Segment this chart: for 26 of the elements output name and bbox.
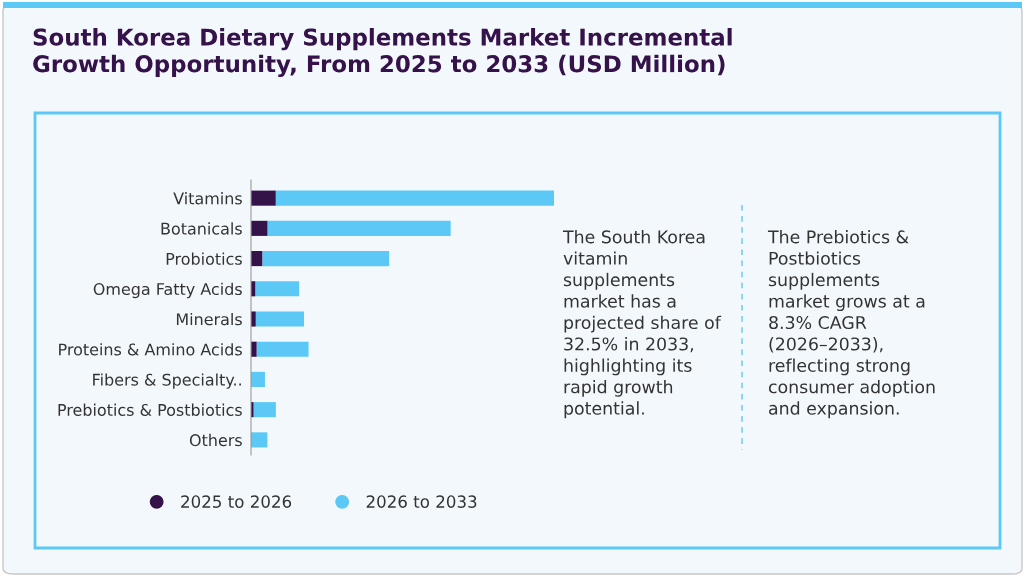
bar <box>253 402 276 418</box>
bar <box>251 251 263 267</box>
y-tick-label: Prebiotics & Postbiotics <box>58 403 242 416</box>
y-tick-label: Fibers & Specialty.. <box>93 373 241 389</box>
y-tick-label: Omega Fatty Acids <box>93 282 242 299</box>
bar <box>251 371 265 388</box>
y-tick-label: Probiotics <box>166 252 242 265</box>
y-tick-label: Proteins & Amino Acids <box>59 343 242 356</box>
legend-label: 2025 to 2026 <box>181 495 292 508</box>
bar <box>256 341 309 357</box>
bar <box>262 251 390 267</box>
bar <box>251 190 276 206</box>
y-tick-label: Botanicals <box>161 222 242 235</box>
text: The Prebiotics & Postbiotics supplements market grows at a 8.3% CAGR (2026–2033), reflecting strong consumer adoption and expansion. <box>767 230 935 419</box>
text: The South Korea vitamin supplements market has a projected share of 32.5% in 2033, highlighting its rapid growth potential. <box>562 230 722 419</box>
bar <box>255 311 305 327</box>
bar <box>251 432 268 448</box>
y-tick-label: Vitamins <box>173 192 242 205</box>
bar <box>255 281 300 297</box>
y-tick-label: Others <box>189 433 242 447</box>
chart-title: South Korea Dietary Supplements Market Incremental Growth Opportunity, From 2025 to 2033 (USD Million) <box>33 28 732 78</box>
bar <box>251 220 268 236</box>
y-tick-label: Minerals <box>176 312 242 326</box>
legend-label: 2026 to 2033 <box>366 495 477 508</box>
bar <box>275 190 554 206</box>
bar <box>267 220 451 236</box>
